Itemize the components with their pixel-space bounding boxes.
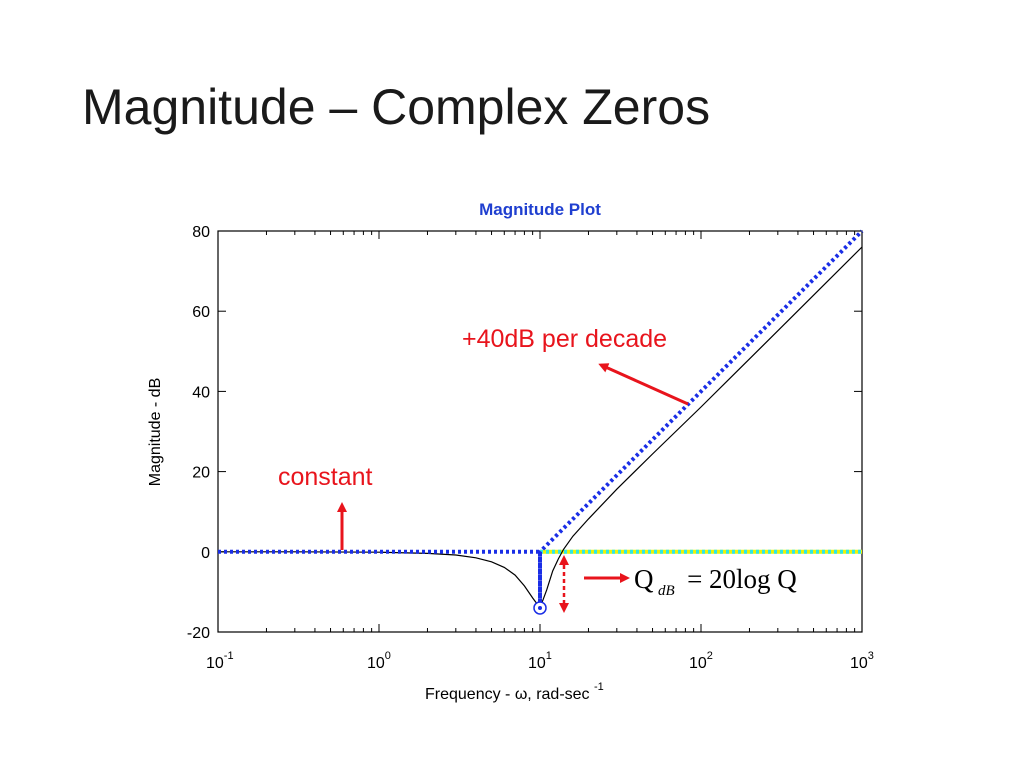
x-tick-label: 103 [850, 650, 874, 672]
x-tick-labels: 10-1 100 101 102 103 [206, 650, 874, 672]
x-tick-label: 101 [528, 650, 552, 672]
y-tick-label: 20 [192, 465, 210, 482]
markers-group [533, 601, 547, 615]
slope-arrow [598, 363, 689, 406]
x-tick-label: 10-1 [206, 650, 234, 672]
formula: Q dB = 20log Q [634, 564, 797, 599]
formula-subscript: dB [658, 583, 675, 599]
y-tick-labels: -20 0 20 40 60 80 [187, 224, 210, 642]
y-axis-label: Magnitude - dB [147, 378, 164, 487]
y-tick-label: 80 [192, 224, 210, 241]
resonance-marker-dot [538, 605, 542, 610]
chart-title: Magnitude Plot [479, 200, 601, 219]
formula-rhs: = 20log Q [687, 564, 797, 594]
formula-q: Q [634, 564, 654, 594]
slope-annotation: +40dB per decade [462, 325, 667, 353]
constant-annotation: constant [278, 463, 373, 491]
x-tick-label: 102 [689, 650, 713, 672]
x-axis-label-exponent: -1 [594, 681, 604, 693]
y-tick-label: -20 [187, 625, 210, 642]
y-tick-label: 40 [192, 384, 210, 401]
x-tick-label: 100 [367, 650, 391, 672]
tick-marks [217, 230, 862, 633]
series-group [218, 229, 864, 610]
x-axis-label-group: Frequency - ω, rad-sec -1 [425, 681, 604, 703]
x-axis-label: Frequency - ω, rad-sec [425, 686, 590, 703]
y-tick-label: 0 [201, 545, 210, 562]
y-tick-label: 60 [192, 304, 210, 321]
slide-title: Magnitude – Complex Zeros [82, 79, 711, 135]
